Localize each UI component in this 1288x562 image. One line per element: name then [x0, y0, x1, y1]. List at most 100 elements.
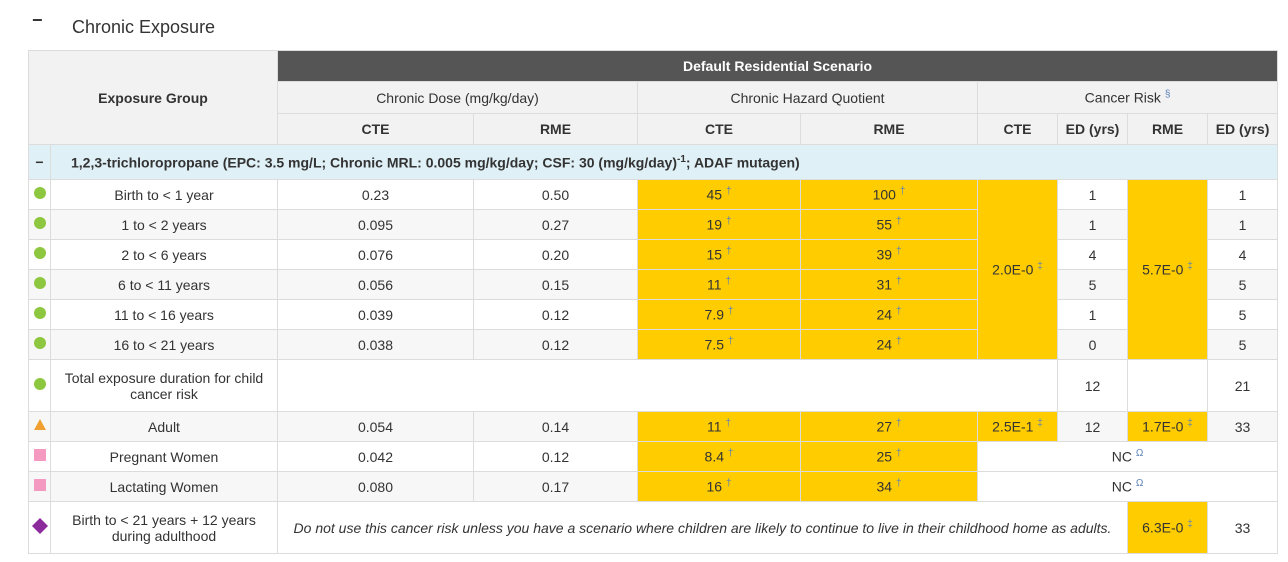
header-cell: CTE [637, 113, 801, 145]
cell: 33 [1206, 411, 1279, 442]
cell-text: 12 [1084, 377, 1101, 394]
cell-text: 19 [706, 216, 723, 233]
cell-text: 24 [876, 336, 893, 353]
data-row: Pregnant Women 0.042 0.12 8.4 † 25 † NC Ω [28, 441, 1279, 472]
cell: 4 [1057, 239, 1128, 270]
header-text: RME [873, 121, 905, 137]
cell: 0.23 [277, 179, 474, 210]
cell: 11 † [637, 269, 801, 300]
footnote-mark: ‡ [1187, 519, 1193, 531]
cell: NC Ω [976, 471, 1279, 502]
cell-text: 6 to < 11 years [118, 276, 210, 293]
footnote-mark: † [725, 478, 732, 490]
cell: 100 † [800, 179, 978, 210]
cell: Adult [50, 411, 278, 442]
header-cell: CTE [977, 113, 1058, 145]
cell-text: 12 [1084, 418, 1101, 435]
cell: 6.3E-0 ‡ [1127, 501, 1208, 554]
cell: 21 [1206, 359, 1279, 412]
collapse-toggle[interactable]: − [32, 10, 43, 30]
cell-text: 5.7E-0 [1142, 261, 1184, 278]
cell: 11 † [637, 411, 801, 442]
cell-text: 34 [876, 478, 893, 495]
cell-text: 8.4 [704, 448, 724, 465]
section-title: Chronic Exposure [72, 17, 216, 37]
icon-cell [28, 179, 51, 210]
cell: 0.12 [473, 441, 638, 472]
footnote-mark: ‡ [1037, 261, 1043, 273]
cell-text: 33 [1234, 519, 1251, 536]
cell-text: 0.17 [541, 478, 570, 495]
cell-text: 24 [876, 306, 893, 323]
cell: 12 [1057, 359, 1128, 412]
cell-text: 16 [706, 478, 723, 495]
cell-text: Birth to < 1 year [114, 186, 214, 203]
footnote-mark: † [725, 246, 732, 258]
cell: 0.12 [473, 299, 638, 330]
group-icon [33, 337, 46, 349]
cell-text: 4 [1238, 246, 1247, 263]
cell: Lactating Women [50, 471, 278, 502]
footnote-mark: † [895, 448, 902, 460]
cell: 25 † [800, 441, 978, 472]
cell: Do not use this cancer risk unless you h… [277, 501, 1128, 554]
cell-text: 0.080 [357, 478, 394, 495]
group-icon [31, 518, 48, 534]
cell-text: 2.0E-0 [992, 261, 1034, 278]
footnote-mark: † [895, 276, 902, 288]
data-row: 1 to < 2 years 0.095 0.27 19 † 55 † 1 1 [28, 209, 1279, 240]
cell-text: 0.042 [357, 448, 394, 465]
icon-cell [28, 209, 51, 240]
cell: 34 † [800, 471, 978, 502]
cell: 0.054 [277, 411, 474, 442]
cell: 5 [1206, 329, 1279, 360]
header-cell: Chronic Hazard Quotient [637, 81, 978, 114]
cell: 39 † [800, 239, 978, 270]
data-row: 11 to < 16 years 0.039 0.12 7.9 † 24 † 1 5 [28, 299, 1279, 330]
cell: 1 to < 2 years [50, 209, 278, 240]
cell-text: 31 [876, 276, 893, 293]
data-row: Birth to < 21 years + 12 years during ad… [28, 501, 1279, 554]
cell-text: 0.038 [357, 336, 394, 353]
cell: Birth to < 21 years + 12 years during ad… [50, 501, 278, 554]
cell: Pregnant Women [50, 441, 278, 472]
cell-text: 1 [1238, 216, 1247, 233]
cell-text: 0.12 [541, 448, 570, 465]
cell: NC Ω [976, 441, 1279, 472]
cell-text: 1 [1238, 186, 1247, 203]
icon-cell [28, 359, 51, 412]
cell: 5.7E-0 ‡ [1127, 179, 1208, 360]
group-icon [33, 419, 46, 430]
substance-row: − 1,2,3-trichloropropane (EPC: 3.5 mg/L; … [28, 144, 1279, 180]
header-cell: ED (yrs) [1057, 113, 1128, 145]
header-text: Chronic Hazard Quotient [730, 89, 885, 106]
header-text: CTE [705, 121, 733, 137]
cell-text: 0.12 [541, 306, 570, 323]
header-text: RME [539, 121, 572, 137]
footnote-mark: † [725, 276, 731, 288]
cell-text: 16 to < 21 years [113, 336, 215, 353]
cell: 15 † [637, 239, 801, 270]
cell: − [28, 144, 51, 180]
icon-cell [28, 501, 51, 554]
footnote-mark: Ω [1135, 478, 1144, 490]
cell-text: 0.054 [357, 418, 394, 435]
group-icon [33, 247, 46, 259]
cell-text: Pregnant Women [109, 448, 219, 465]
cell-text: 0.14 [541, 418, 570, 435]
footnote-mark: Ω [1135, 448, 1144, 460]
cell-text: 11 [707, 276, 722, 293]
group-icon [33, 449, 46, 461]
cell: 16 to < 21 years [50, 329, 278, 360]
data-row: 2 to < 6 years 0.076 0.20 15 † 39 † 4 4 [28, 239, 1279, 270]
cell-text: 2 to < 6 years [121, 246, 207, 263]
data-row: Lactating Women 0.080 0.17 16 † 34 † NC Ω [28, 471, 1279, 502]
footnote-mark: † [725, 418, 731, 430]
collapse-toggle[interactable]: − [35, 154, 44, 170]
cell-text: Birth to < 21 years + 12 years during ad… [72, 511, 256, 544]
icon-cell [28, 329, 51, 360]
cell-text: 6.3E-0 [1142, 519, 1184, 536]
cell-text: 0.20 [541, 246, 570, 263]
cell: 1 [1206, 179, 1279, 210]
cell-text: NC [1111, 448, 1132, 465]
